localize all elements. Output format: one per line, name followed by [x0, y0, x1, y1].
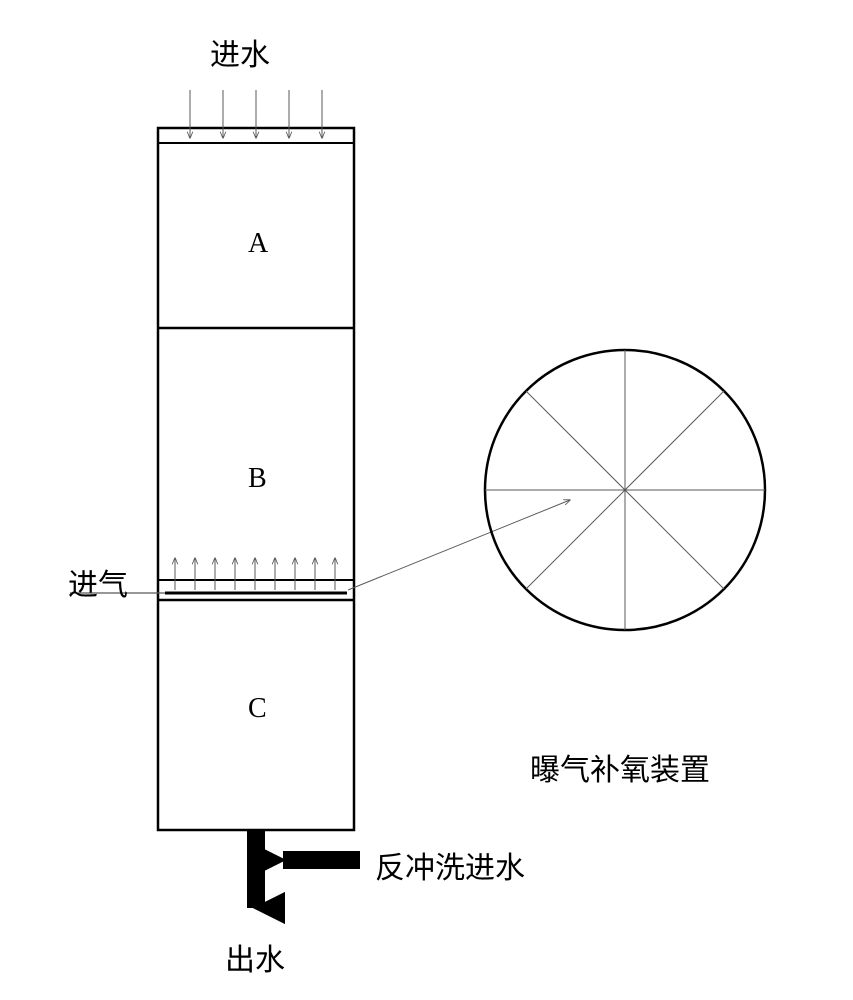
label-inlet-air: 进气	[68, 560, 128, 604]
inlet-water-arrows	[190, 90, 322, 138]
label-section-b: B	[248, 463, 267, 495]
inlet-air-arrows	[175, 558, 335, 590]
label-backwash: 反冲洗进水	[375, 843, 525, 887]
label-section-a: A	[248, 228, 268, 260]
label-inlet-water: 进水	[210, 30, 270, 74]
label-outlet-water: 出水	[225, 935, 285, 979]
pointer-to-detail	[348, 500, 570, 590]
aeration-device-detail	[485, 350, 765, 630]
label-section-c: C	[248, 693, 267, 725]
label-aeration-device: 曝气补氧装置	[530, 745, 710, 789]
